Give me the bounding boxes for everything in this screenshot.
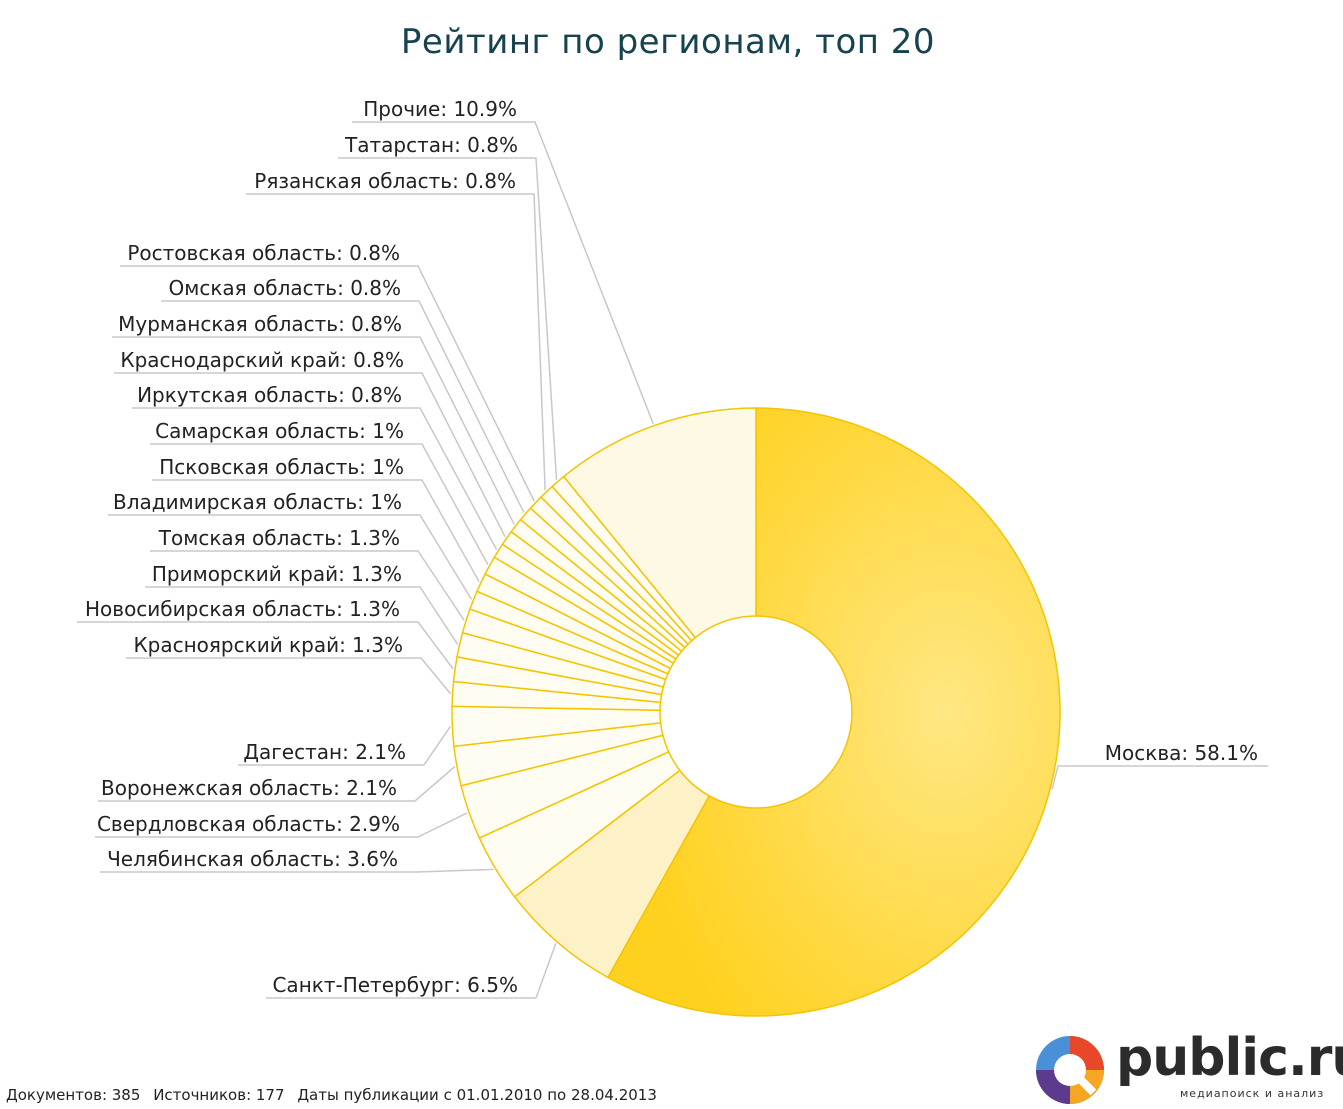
leader-line [126,657,452,695]
leader-line [120,265,535,502]
leader-line [352,121,654,425]
leader-line [266,943,557,999]
slice-label: Рязанская область: 0.8% [254,169,516,193]
leader-line [152,479,480,583]
leader-line [108,514,473,600]
slice-label: Свердловская область: 2.9% [97,812,400,836]
leader-line [100,868,494,873]
slice-label: Красноярский край: 1.3% [133,633,403,657]
leader-line [145,586,459,645]
slice-label: Мурманская область: 0.8% [118,312,402,336]
slice-label: Воронежская область: 2.1% [101,776,397,800]
leader-line [338,157,558,480]
slices-layer [451,407,1061,1017]
slice-label: Краснодарский край: 0.8% [120,348,404,372]
slice-label: Дагестан: 2.1% [243,740,406,764]
slice-label: Ростовская область: 0.8% [127,241,400,265]
slice-labels: Москва: 58.1% Санкт-Петербург: 6.5% Челяби… [85,97,1258,997]
slice-label: Новосибирская область: 1.3% [85,597,400,621]
leader-lines [77,121,1268,999]
leader-line [150,550,465,621]
leader-line [95,812,468,838]
public-ru-logo: public.ru медиапоиск и анализ [1030,1028,1343,1109]
pie-slice [562,407,757,639]
slice-label: Самарская область: 1% [155,419,404,443]
leader-line [114,372,506,538]
leader-line [132,407,498,551]
logo-tagline: медиапоиск и анализ [1180,1087,1325,1100]
leader-line [150,443,489,565]
slice-label: Приморский край: 1.3% [152,562,402,586]
leader-line [98,765,456,802]
sources-count: Источников: 177 [153,1086,285,1104]
slice-label: Прочие: 10.9% [363,97,517,121]
leader-line [246,193,546,491]
slice-label: Владимирская область: 1% [113,490,402,514]
leader-line [77,621,454,670]
documents-count: Документов: 385 [6,1086,141,1104]
slice-label: Москва: 58.1% [1105,741,1258,765]
slice-label: Санкт-Петербург: 6.5% [272,973,518,997]
publication-dates: Даты публикации с 01.01.2010 по 28.04.20… [297,1086,657,1104]
footer-stats: Документов: 385 Источников: 177 Даты пуб… [6,1086,665,1104]
slice-label: Томская область: 1.3% [158,526,400,550]
slice-label: Челябинская область: 3.6% [107,847,398,871]
chart-title: Рейтинг по регионам, топ 20 [400,22,936,62]
slice-label: Псковская область: 1% [159,455,404,479]
logo-text: public.ru [1116,1028,1343,1088]
leader-line [112,336,515,525]
slice-label: Иркутская область: 0.8% [137,383,402,407]
pie-slice [606,407,1061,1017]
leader-line [161,300,525,513]
logo-icon [1036,1036,1104,1104]
slice-label: Татарстан: 0.8% [344,133,518,157]
leader-line [1051,765,1268,790]
slice-label: Омская область: 0.8% [169,276,402,300]
leader-line [238,725,451,766]
